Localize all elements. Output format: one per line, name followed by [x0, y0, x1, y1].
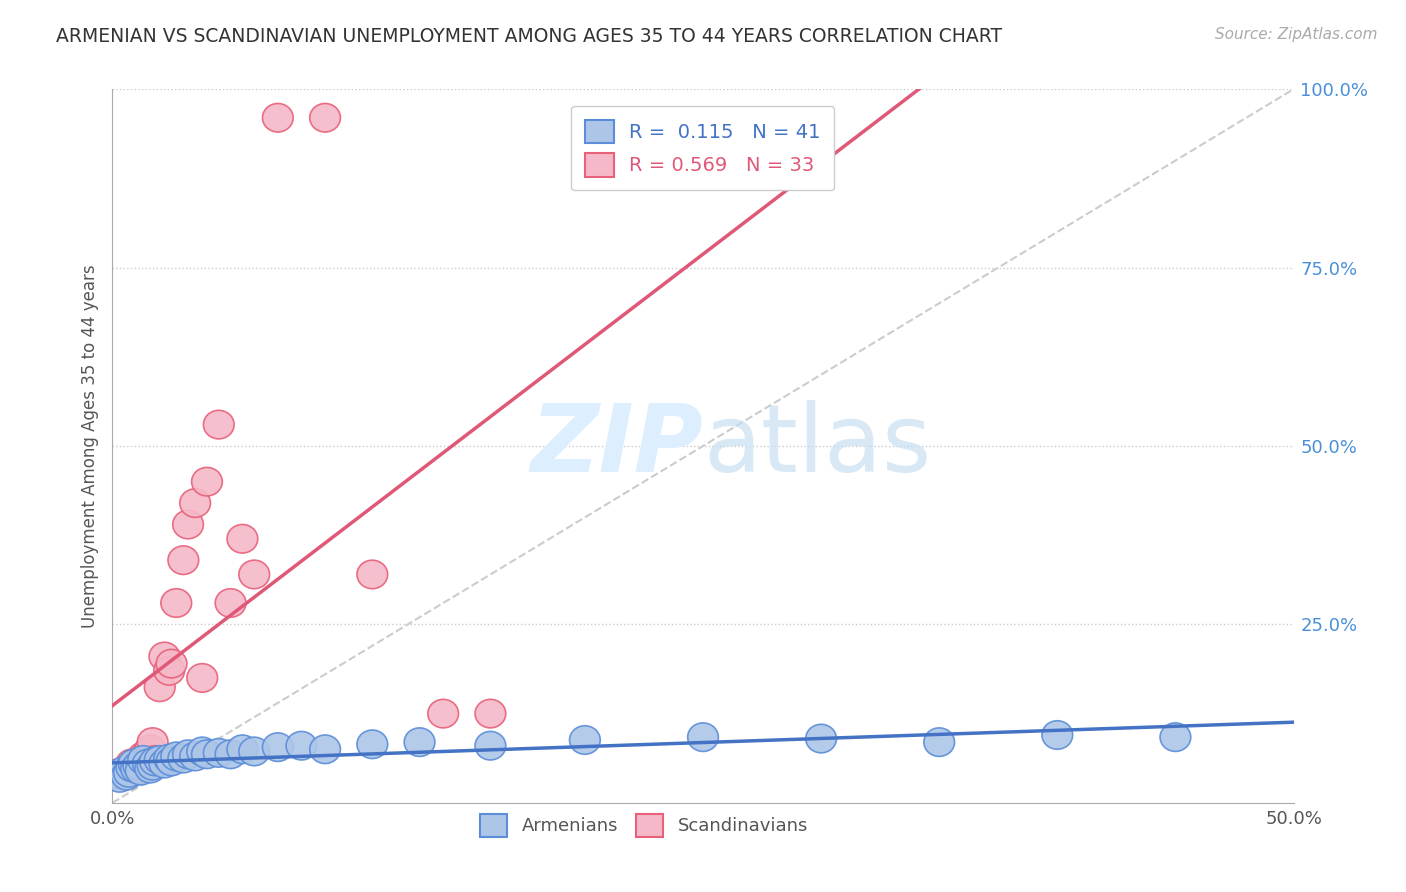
Ellipse shape [149, 749, 180, 778]
Ellipse shape [156, 747, 187, 776]
Ellipse shape [139, 747, 170, 776]
Ellipse shape [145, 673, 176, 701]
Ellipse shape [806, 724, 837, 753]
Ellipse shape [117, 749, 146, 778]
Ellipse shape [688, 723, 718, 751]
Ellipse shape [180, 489, 211, 517]
Ellipse shape [160, 742, 191, 771]
Ellipse shape [118, 749, 149, 778]
Text: ZIP: ZIP [530, 400, 703, 492]
Ellipse shape [101, 760, 132, 789]
Ellipse shape [167, 546, 198, 574]
Ellipse shape [101, 760, 132, 789]
Ellipse shape [128, 742, 159, 771]
Text: atlas: atlas [703, 400, 931, 492]
Ellipse shape [153, 657, 184, 685]
Ellipse shape [138, 751, 167, 780]
Ellipse shape [135, 755, 166, 783]
Ellipse shape [309, 735, 340, 764]
Y-axis label: Unemployment Among Ages 35 to 44 years: Unemployment Among Ages 35 to 44 years [80, 264, 98, 628]
Ellipse shape [167, 744, 198, 772]
Ellipse shape [128, 746, 159, 774]
Ellipse shape [180, 742, 211, 771]
Ellipse shape [427, 699, 458, 728]
Ellipse shape [569, 726, 600, 755]
Ellipse shape [138, 728, 167, 756]
Ellipse shape [125, 756, 156, 785]
Ellipse shape [226, 524, 257, 553]
Text: ARMENIAN VS SCANDINAVIAN UNEMPLOYMENT AMONG AGES 35 TO 44 YEARS CORRELATION CHAR: ARMENIAN VS SCANDINAVIAN UNEMPLOYMENT AM… [56, 27, 1002, 45]
Ellipse shape [124, 747, 153, 776]
Ellipse shape [145, 746, 176, 774]
Ellipse shape [191, 467, 222, 496]
Ellipse shape [173, 510, 204, 539]
Ellipse shape [475, 699, 506, 728]
Ellipse shape [309, 103, 340, 132]
Ellipse shape [149, 642, 180, 671]
Ellipse shape [215, 740, 246, 769]
Ellipse shape [187, 664, 218, 692]
Legend: Armenians, Scandinavians: Armenians, Scandinavians [472, 807, 815, 844]
Ellipse shape [132, 739, 163, 767]
Text: Source: ZipAtlas.com: Source: ZipAtlas.com [1215, 27, 1378, 42]
Ellipse shape [285, 731, 316, 760]
Ellipse shape [1160, 723, 1191, 751]
Ellipse shape [114, 755, 145, 783]
Ellipse shape [104, 764, 135, 792]
Ellipse shape [104, 758, 135, 787]
Ellipse shape [404, 728, 434, 756]
Ellipse shape [187, 737, 218, 765]
Ellipse shape [475, 731, 506, 760]
Ellipse shape [239, 737, 270, 765]
Ellipse shape [117, 753, 146, 781]
Ellipse shape [204, 739, 235, 767]
Ellipse shape [160, 589, 191, 617]
Ellipse shape [125, 755, 156, 783]
Ellipse shape [357, 730, 388, 758]
Ellipse shape [121, 755, 152, 783]
Ellipse shape [114, 758, 145, 787]
Ellipse shape [135, 735, 166, 764]
Ellipse shape [1042, 721, 1073, 749]
Ellipse shape [191, 740, 222, 769]
Ellipse shape [121, 751, 152, 780]
Ellipse shape [111, 756, 142, 785]
Ellipse shape [226, 735, 257, 764]
Ellipse shape [215, 589, 246, 617]
Ellipse shape [357, 560, 388, 589]
Ellipse shape [204, 410, 235, 439]
Ellipse shape [132, 749, 163, 778]
Ellipse shape [108, 756, 139, 785]
Ellipse shape [924, 728, 955, 756]
Ellipse shape [124, 751, 153, 780]
Ellipse shape [173, 740, 204, 769]
Ellipse shape [239, 560, 270, 589]
Ellipse shape [111, 762, 142, 790]
Ellipse shape [263, 733, 294, 762]
Ellipse shape [263, 103, 294, 132]
Ellipse shape [108, 762, 139, 790]
Ellipse shape [153, 744, 184, 772]
Ellipse shape [139, 746, 170, 774]
Ellipse shape [156, 649, 187, 678]
